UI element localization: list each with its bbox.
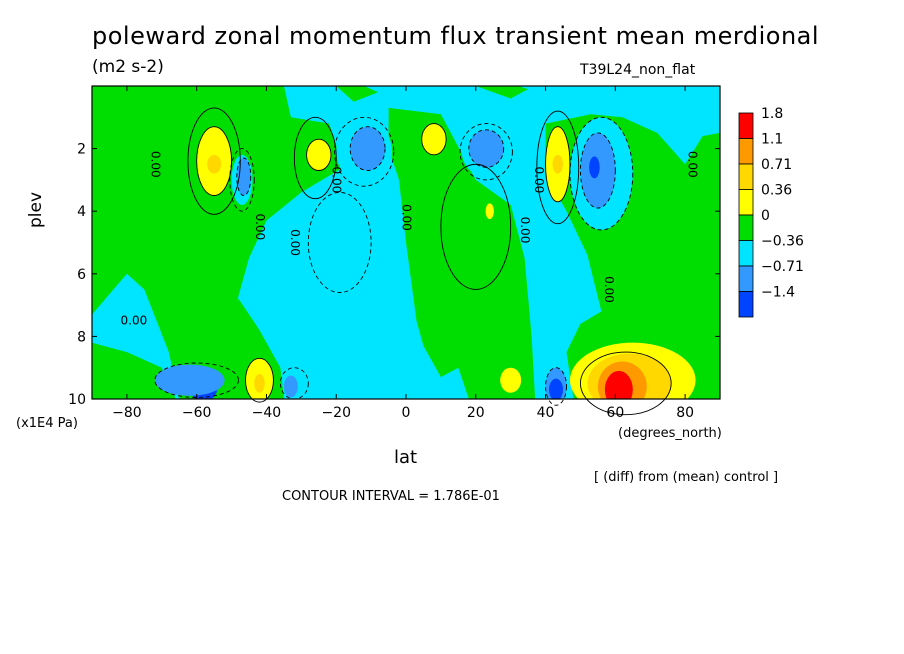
contour-blob-29 [604,370,633,399]
contour-line-14 [579,132,616,209]
contour-blob-16 [485,203,494,220]
contour-line-13 [536,110,580,225]
x-tick-label-20: 20 [467,405,485,421]
contour-blob-8 [421,123,447,155]
legend-label-3: 0.71 [761,157,792,173]
contour-blob-10 [468,129,504,168]
contour-blob-18 [154,364,225,396]
zero-contour-label-2: 0.00 [148,151,162,178]
zero-contour-label-9: 0.00 [686,151,700,178]
y-tick-label-4: 4 [77,204,86,220]
run-name: T39L24_non_flat [580,62,696,78]
color-legend: 1.8 1.1 0.71 0.36 0 −0.36 −0.71 −1.4 [738,106,804,318]
positive-region-8 [475,86,529,99]
x-axis-label: lat [394,447,418,468]
x-tick-label-60: 60 [606,405,624,421]
contour-line-18 [154,362,239,398]
contour-line-5 [306,138,332,171]
contour-blob-12 [552,154,563,174]
contour-line-6 [293,116,337,200]
contour-line-21 [545,367,567,406]
zero-contour-label-1: 0.00 [121,313,148,327]
y-tick-label-6: 6 [77,267,86,283]
legend-label-6: −0.36 [761,234,804,250]
chart-units: (m2 s-2) [92,57,164,77]
diff-note: [ (diff) from (mean) control ] [594,470,779,485]
legend-label-5: 0 [761,208,770,224]
contour-blob-20 [254,373,265,393]
legend-swatch-3 [738,163,754,190]
x-tick-label-40: 40 [537,405,555,421]
contour-line-3 [236,157,252,197]
legend-swatch-6 [738,240,754,267]
contour-line-9 [421,123,447,156]
zero-contour-label-10: 0.00 [330,167,344,194]
zero-contour-label-4: 0.00 [288,229,302,256]
legend-label-4: 0.36 [761,183,792,199]
contour-line-1 [196,126,233,196]
zero-contour-label-8: 0.00 [602,276,616,303]
contour-interval-label: CONTOUR INTERVAL = 1.786E-01 [282,489,500,504]
legend-label-7: −0.71 [761,259,804,275]
chart-title: poleward zonal momentum flux transient m… [92,22,820,50]
positive-region-2 [388,107,536,399]
x-axis-units: (degrees_north) [618,426,722,441]
legend-swatch-8 [738,291,754,318]
x-tick-label--20: −20 [321,405,351,421]
zero-contour-label-6: 0.00 [518,217,532,244]
contour-line-19 [245,357,274,403]
zero-contour-label-5: 0.00 [400,204,414,231]
x-tick-label--60: −60 [182,405,212,421]
zero-contour-label-3: 0.00 [253,213,267,240]
legend-swatch-2 [738,138,754,165]
contour-line-4 [229,148,255,212]
legend-swatch-7 [738,265,754,292]
contour-line-8 [334,116,395,187]
positive-region-7 [336,86,379,102]
legend-swatch-5 [738,214,754,241]
positive-region-1 [92,86,344,399]
legend-label-8: −1.4 [761,285,795,301]
x-tick-label-80: 80 [676,405,694,421]
contour-blob-7 [350,126,386,171]
contour-overlay: 0.00 0.00 0.00 0.00 0.00 0.00 0.00 0.00 0.00 0.00 [121,107,700,416]
contour-line-7 [349,126,386,171]
x-tick-label-0: 0 [402,405,411,421]
y-tick-label-10: 10 [68,392,86,408]
x-tick-label--80: −80 [112,405,142,421]
contour-line-16 [307,191,372,294]
contour-line-15 [569,116,634,231]
y-tick-label-2: 2 [77,142,86,158]
contour-blob-22 [283,375,298,398]
contour-blob-15 [589,156,600,179]
x-tick-label--40: −40 [252,405,282,421]
positive-region-5 [92,342,176,399]
y-tick-label-8: 8 [77,329,86,345]
legend-swatch-1 [738,112,754,139]
contour-blob-25 [549,378,563,399]
contour-line-17 [440,163,512,290]
legend-label-1: 1.8 [761,106,783,122]
y-axis-units: (x1E4 Pa) [16,416,78,431]
plot-axes: −80 −60 −40 −20 0 20 40 60 80 2 4 6 8 10 [68,85,721,421]
legend-label-2: 1.1 [761,132,783,148]
contour-blob-2 [207,154,222,174]
contour-line-11 [459,123,513,181]
contour-line-22 [579,351,672,416]
zero-contour-label-7: 0.00 [532,167,546,194]
contour-blob-5 [306,139,331,171]
contour-fields [92,86,720,399]
legend-swatch-4 [738,189,754,216]
contour-blob-23 [500,367,522,393]
